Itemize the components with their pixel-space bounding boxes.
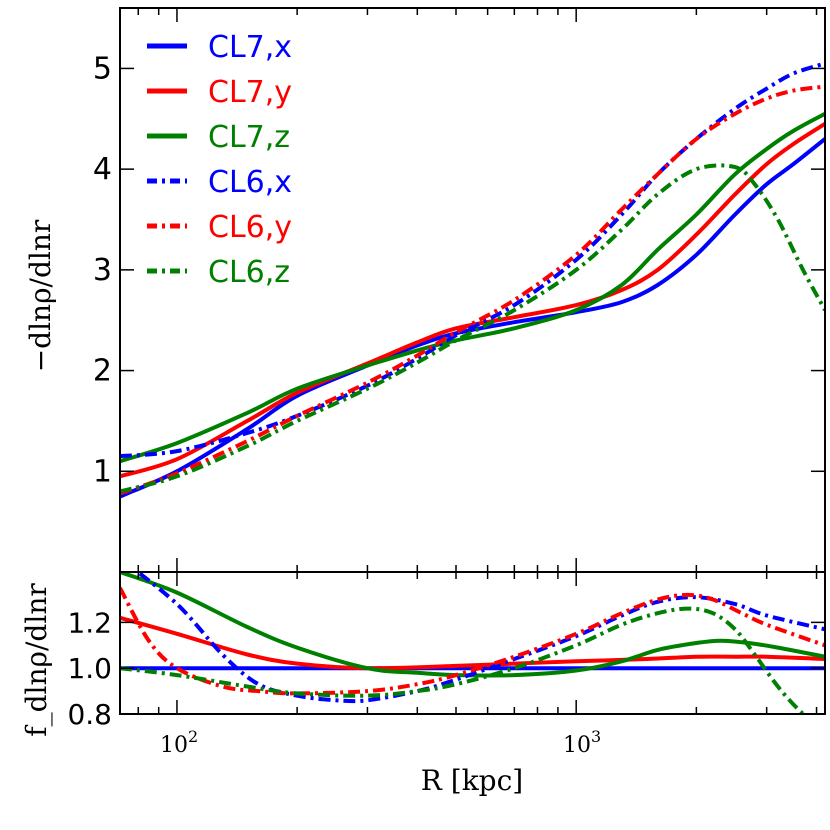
upper-series-cl7-z-line [120, 112, 825, 464]
upper-y-tick-label: 2 [93, 354, 112, 389]
upper-series-cl6-x-line [120, 61, 825, 459]
legend-label-cl7-y: CL7,y [208, 75, 292, 110]
x-tick-label-1000: 103 [563, 727, 601, 758]
lower-series-cl6-z-line [120, 606, 807, 714]
upper-series-cl6-y-line [120, 84, 825, 496]
lower-series-cl7-y-line [120, 615, 825, 671]
upper-y-tick-label: 3 [93, 253, 112, 288]
x-tick-label-100: 102 [160, 727, 198, 758]
lower-series-cl6-y-line [120, 587, 825, 696]
upper-y-axis-label: −dlnρ/dlnr [24, 219, 57, 372]
legend: CL7,x CL7,y CL7,z CL6,x CL6,y CL6,z [147, 30, 292, 290]
lower-series-cl6-x-line [134, 572, 825, 704]
upper-y-tick-label: 1 [93, 454, 112, 489]
lower-y-axis-label: f_dlnρ/dlnr [20, 583, 53, 737]
upper-panel-series [120, 61, 825, 499]
lower-panel-series [120, 572, 825, 714]
upper-y-tick-label: 4 [93, 152, 112, 187]
legend-label-cl6-x: CL6,x [208, 165, 292, 200]
legend-label-cl6-y: CL6,y [208, 210, 292, 245]
lower-y-tick-label: 1.0 [67, 652, 112, 685]
axis-tick-labels: 1 2 3 4 5 0.8 1.0 1.2 [67, 51, 112, 731]
lower-y-tick-label: 1.2 [67, 606, 112, 639]
x-axis-label: R [kpc] [421, 764, 523, 797]
lower-y-tick-label: 0.8 [67, 698, 112, 731]
upper-y-tick-label: 5 [93, 51, 112, 86]
legend-label-cl7-x: CL7,x [208, 30, 292, 65]
x-tick-labels: 102 103 [160, 727, 601, 758]
legend-label-cl7-z: CL7,z [208, 120, 290, 155]
axis-ticks [120, 8, 825, 715]
lower-panel-frame [119, 571, 826, 715]
legend-label-cl6-z: CL6,z [208, 255, 290, 290]
upper-series-cl6-z-line [120, 163, 825, 494]
upper-series-cl7-x-line [120, 137, 825, 499]
lower-series-cl7-z-line [120, 572, 825, 678]
